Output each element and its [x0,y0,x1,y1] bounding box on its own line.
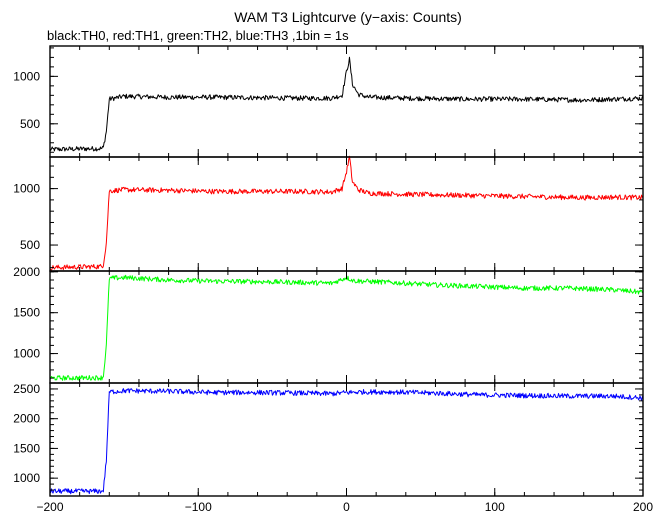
y-tick-label: 1000 [13,69,40,83]
x-tick-label: 200 [633,500,653,514]
series-line-3 [49,388,644,495]
chart-title: WAM T3 Lightcurve (y−axis: Counts) [234,9,462,25]
plot-area: 5001000500100010001500200010001500200025… [13,45,653,514]
y-tick-label: 2000 [13,265,40,279]
y-tick-label: 500 [20,238,40,252]
panel-0: 500 1000 [13,45,644,158]
chart-subtitle: black:TH0, red:TH1, green:TH2, blue:TH3 … [47,28,349,43]
y-tick-label: 1500 [13,441,40,455]
x-tick-label: −100 [185,500,212,514]
x-tick-label: −200 [36,500,63,514]
y-tick-label: 2500 [13,382,40,396]
x-tick-label: 0 [343,500,350,514]
x-tick-label: 100 [485,500,505,514]
y-tick-label: 1000 [13,471,40,485]
y-tick-label: 2000 [13,412,40,426]
panel-3: 1000 1500 2000 2500 [13,382,644,497]
y-tick-label: 1000 [13,347,40,361]
panel-1: 500 1000 [13,155,644,272]
y-tick-label: 500 [20,117,40,131]
panel-2: 1000 1500 2000 [13,265,644,384]
panel-frame-3 [49,382,644,497]
series-line-2 [49,274,644,381]
y-tick-label: 1500 [13,306,40,320]
panel-frame-2 [49,270,644,384]
panel-frame-0 [49,45,644,158]
y-tick-label: 1000 [13,182,40,196]
series-line-0 [49,56,644,152]
series-line-1 [49,155,644,271]
